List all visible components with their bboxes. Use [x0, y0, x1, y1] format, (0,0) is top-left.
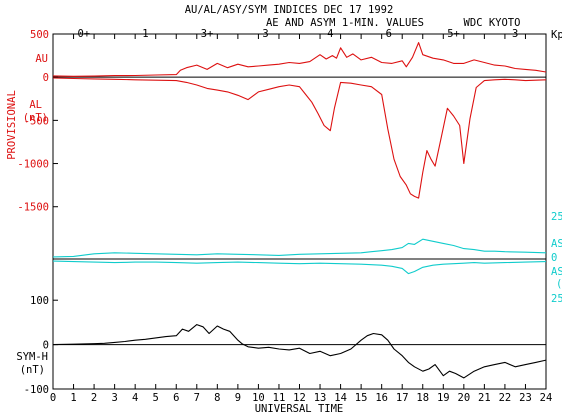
- asy-right-label-3: 0: [551, 252, 557, 264]
- x-tick-label: 4: [132, 392, 138, 404]
- provisional-label: PROVISIONAL: [6, 90, 18, 160]
- x-tick-label: 6: [173, 392, 179, 404]
- series-layer: [52, 42, 547, 379]
- x-tick-label: 23: [519, 392, 532, 404]
- x-tick-label: 14: [334, 392, 347, 404]
- x-tick-label: 17: [396, 392, 409, 404]
- kp-value-label: 3-: [262, 28, 275, 40]
- kp-value-label: 3: [512, 28, 518, 40]
- chart-source: WDC KYOTO: [464, 17, 521, 29]
- x-tick-label: 9: [235, 392, 241, 404]
- kp-value-label: 5+: [447, 28, 460, 40]
- kp-value-label: 3+: [201, 28, 214, 40]
- x-tick-label: 1: [70, 392, 76, 404]
- x-tick-label: 15: [355, 392, 368, 404]
- y-tick-label: 0: [43, 340, 49, 352]
- y-tick-label: -1500: [17, 202, 49, 214]
- kp-value-label: 0+: [77, 28, 90, 40]
- symh-label: SYM-H: [16, 351, 48, 363]
- x-tick-label: 5: [153, 392, 159, 404]
- x-tick-label: 20: [458, 392, 471, 404]
- series-line-al: [52, 77, 547, 199]
- x-tick-label: 3: [111, 392, 117, 404]
- chart-title: AU/AL/ASY/SYM INDICES DEC 17 1992: [185, 4, 394, 16]
- kp-label: Kp: [551, 29, 562, 41]
- series-line-asy-d: [52, 238, 547, 258]
- x-axis-label: UNIVERSAL TIME: [255, 403, 344, 415]
- x-tick-label: 0: [50, 392, 56, 404]
- asy-right-label-6: 25: [551, 293, 562, 305]
- x-tick-label: 13: [314, 392, 327, 404]
- x-tick-label: 11: [273, 392, 286, 404]
- x-tick-label: 24: [540, 392, 553, 404]
- x-tick-label: 10: [252, 392, 265, 404]
- series-line-asy-h: [52, 260, 547, 275]
- al-label: AL: [29, 99, 42, 111]
- x-tick-label: 21: [478, 392, 491, 404]
- x-tick-label: 18: [416, 392, 429, 404]
- y-tick-label: -1000: [17, 159, 49, 171]
- asy-right-label-4: AS: [551, 266, 562, 278]
- x-tick-label: 2: [91, 392, 97, 404]
- y-tick-label: -100: [24, 384, 49, 396]
- kp-value-label: 6-: [386, 28, 399, 40]
- au-label: AU: [35, 53, 48, 65]
- x-tick-label: 16: [375, 392, 388, 404]
- y-tick-label: 500: [30, 29, 49, 41]
- series-line-sym-h: [52, 324, 547, 379]
- y-tick-label: -500: [24, 115, 49, 127]
- chart-subtitle: AE AND ASYM 1-MIN. VALUES: [266, 17, 424, 29]
- asy-right-label-2: AS: [551, 238, 562, 250]
- nt-label-sym: (nT): [20, 364, 45, 376]
- x-tick-label: 8: [214, 392, 220, 404]
- axes-layer: 0 1 2 3 4 5 6 7 8 9 10 11 12 13 14 15 16 17 18 19 20 21 22 23 24…: [17, 28, 552, 404]
- kp-value-label: 1: [142, 28, 148, 40]
- nt-label-auroral: (nT): [23, 112, 48, 124]
- x-tick-label: 22: [499, 392, 512, 404]
- y-tick-label: 0: [43, 72, 49, 84]
- asy-right-label-1: 25: [551, 211, 562, 223]
- x-tick-label: 7: [194, 392, 200, 404]
- kp-value-label: 4: [327, 28, 333, 40]
- y-tick-label: 100: [30, 295, 49, 307]
- x-tick-label: 19: [437, 392, 450, 404]
- asy-right-label-5: (: [556, 278, 562, 290]
- x-tick-label: 12: [293, 392, 306, 404]
- series-line-au: [52, 42, 547, 77]
